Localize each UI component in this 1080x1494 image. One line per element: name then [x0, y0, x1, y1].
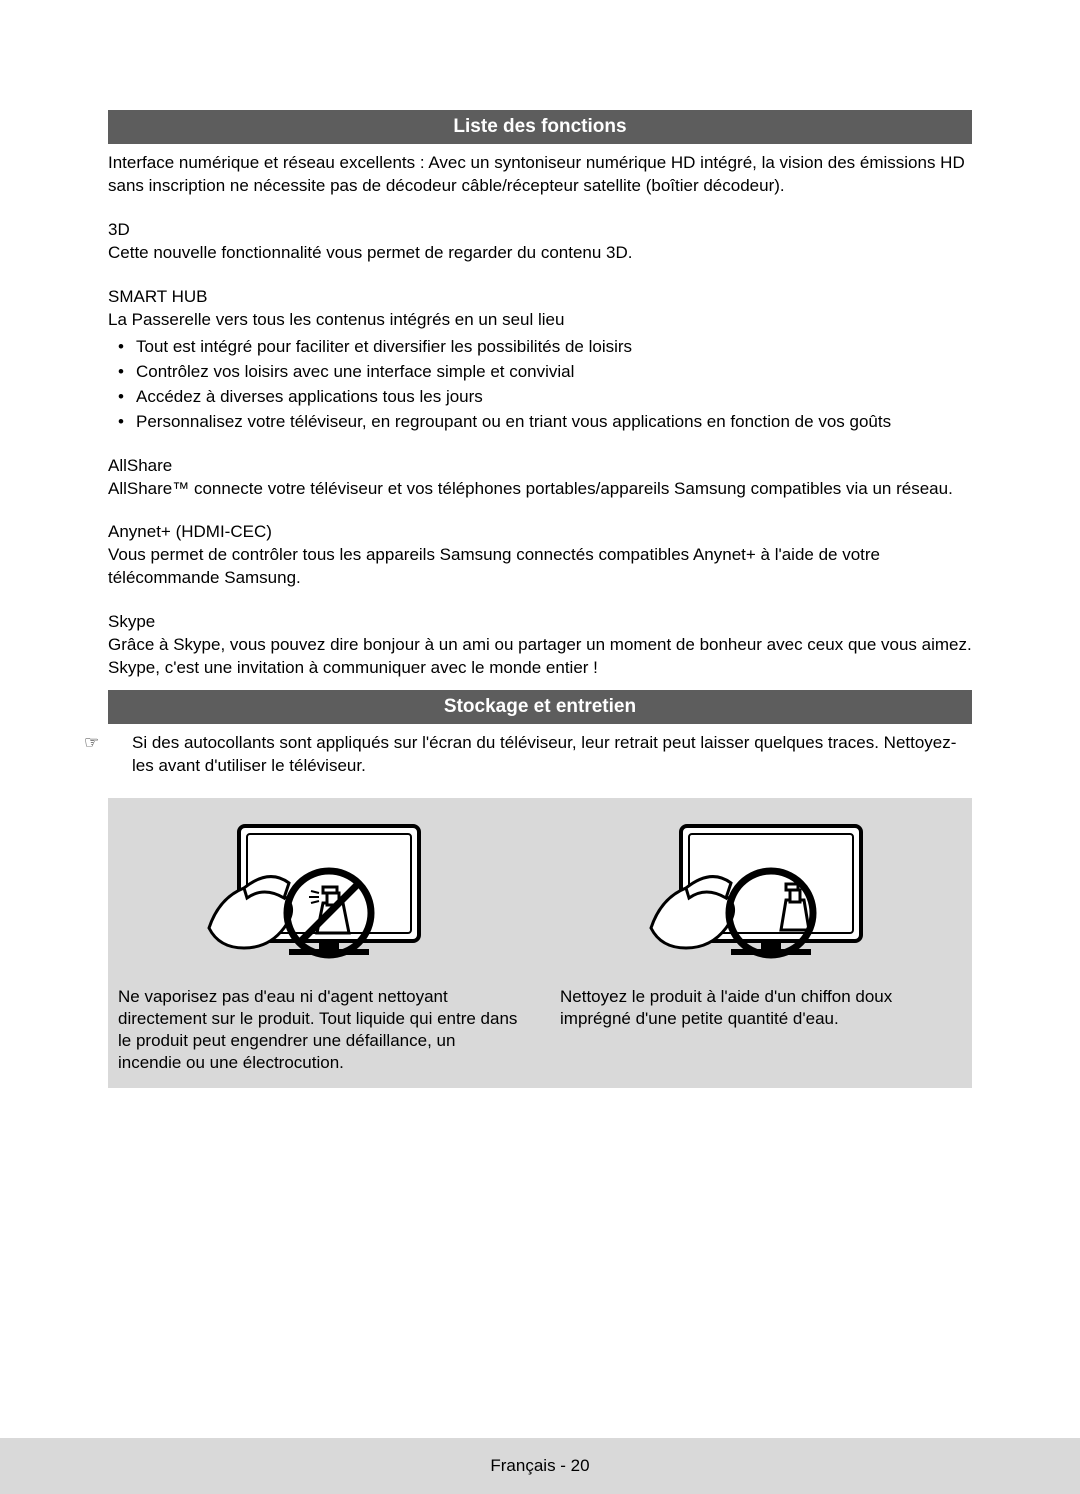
care-panel-left: Ne vaporisez pas d'eau ni d'agent nettoy… — [108, 798, 530, 1088]
feature-smarthub: SMART HUB La Passerelle vers tous les co… — [108, 287, 972, 434]
care-illustration-allowed — [560, 808, 962, 978]
feature-anynet-heading: Anynet+ (HDMI-CEC) — [108, 522, 972, 542]
pointing-hand-icon: ☞ — [84, 732, 99, 755]
storage-header: Stockage et entretien — [108, 690, 972, 724]
features-intro: Interface numérique et réseau excellents… — [108, 152, 972, 198]
storage-note-text: Si des autocollants sont appliqués sur l… — [132, 733, 956, 775]
feature-skype: Skype Grâce à Skype, vous pouvez dire bo… — [108, 612, 972, 680]
page-footer: Français - 20 — [0, 1438, 1080, 1494]
feature-anynet: Anynet+ (HDMI-CEC) Vous permet de contrô… — [108, 522, 972, 590]
feature-smarthub-bullets: Tout est intégré pour faciliter et diver… — [108, 336, 972, 434]
care-illustration-prohibited — [118, 808, 520, 978]
feature-allshare-body: AllShare™ connecte votre téléviseur et v… — [108, 478, 972, 501]
feature-skype-body: Grâce à Skype, vous pouvez dire bonjour … — [108, 634, 972, 680]
feature-3d: 3D Cette nouvelle fonctionnalité vous pe… — [108, 220, 972, 265]
feature-allshare-heading: AllShare — [108, 456, 972, 476]
care-caption-left: Ne vaporisez pas d'eau ni d'agent nettoy… — [118, 986, 520, 1074]
page-content: Liste des fonctions Interface numérique … — [108, 110, 972, 1088]
list-item: Contrôlez vos loisirs avec une interface… — [136, 361, 972, 384]
feature-anynet-body: Vous permet de contrôler tous les appare… — [108, 544, 972, 590]
list-item: Tout est intégré pour faciliter et diver… — [136, 336, 972, 359]
list-item: Personnalisez votre téléviseur, en regro… — [136, 411, 972, 434]
tv-spray-prohibited-icon — [189, 808, 449, 978]
care-panels: Ne vaporisez pas d'eau ni d'agent nettoy… — [108, 798, 972, 1088]
care-panel-right: Nettoyez le produit à l'aide d'un chiffo… — [550, 798, 972, 1088]
features-header: Liste des fonctions — [108, 110, 972, 144]
feature-3d-heading: 3D — [108, 220, 972, 240]
feature-smarthub-body: La Passerelle vers tous les contenus int… — [108, 309, 972, 332]
footer-text: Français - 20 — [490, 1456, 589, 1476]
storage-note: ☞ Si des autocollants sont appliqués sur… — [108, 732, 972, 778]
tv-wipe-allowed-icon — [631, 808, 891, 978]
feature-skype-heading: Skype — [108, 612, 972, 632]
feature-allshare: AllShare AllShare™ connecte votre télévi… — [108, 456, 972, 501]
feature-smarthub-heading: SMART HUB — [108, 287, 972, 307]
feature-3d-body: Cette nouvelle fonctionnalité vous perme… — [108, 242, 972, 265]
care-caption-right: Nettoyez le produit à l'aide d'un chiffo… — [560, 986, 962, 1030]
list-item: Accédez à diverses applications tous les… — [136, 386, 972, 409]
